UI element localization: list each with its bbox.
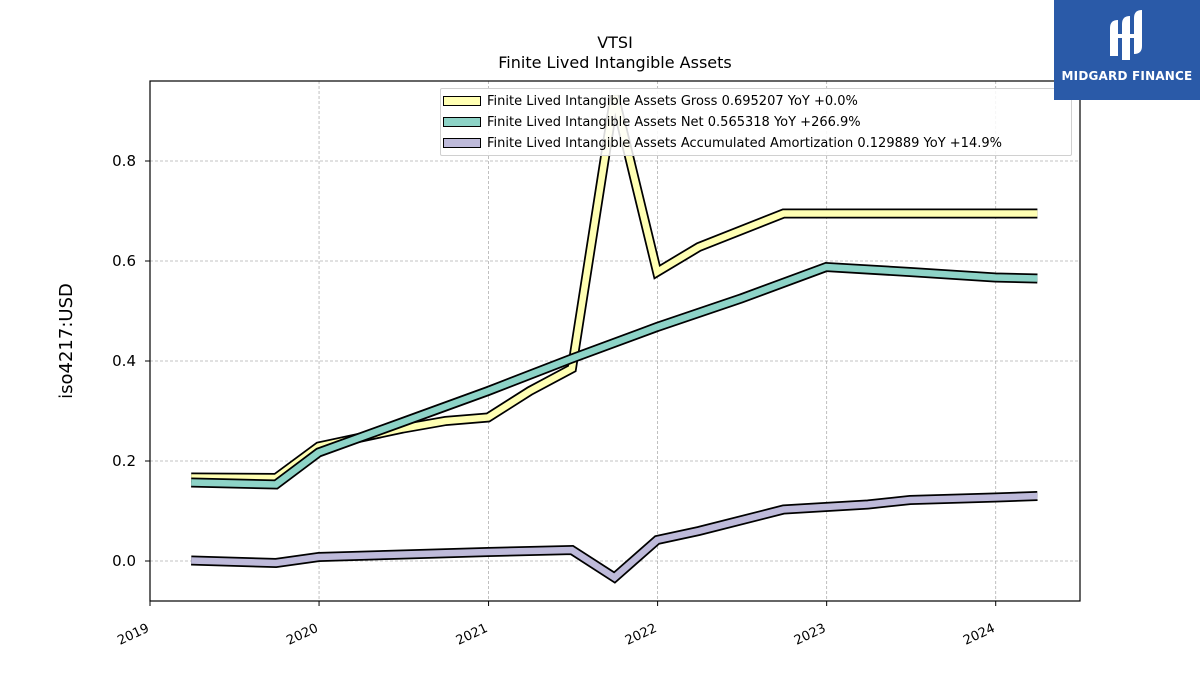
- x-tick-label: 2022: [623, 621, 659, 649]
- y-tick-label: 0.6: [112, 252, 136, 270]
- axis-ticks: 0.0 0.2 0.4 0.6 0.8 2019 2020 2021 2022 2023 2024: [112, 152, 997, 649]
- x-tick-label: 2021: [454, 621, 490, 649]
- legend-item-amortization: Finite Lived Intangible Assets Accumulat…: [441, 133, 1002, 153]
- legend-swatch-net: [443, 117, 481, 127]
- legend-label-net: Finite Lived Intangible Assets Net 0.565…: [487, 114, 861, 130]
- chart-subtitle: Finite Lived Intangible Assets: [498, 53, 731, 72]
- series-layer: [191, 94, 1038, 584]
- y-tick-label: 0.0: [112, 552, 136, 570]
- legend-swatch-gross: [443, 96, 481, 106]
- x-tick-label: 2020: [284, 621, 320, 649]
- logo-mark-icon: [1110, 10, 1142, 60]
- x-tick-label: 2024: [961, 621, 997, 649]
- brand-name: MIDGARD FINANCE: [1061, 69, 1193, 83]
- legend: Finite Lived Intangible Assets Gross 0.6…: [440, 88, 1072, 156]
- series-line-2: [191, 492, 1038, 582]
- legend-label-gross: Finite Lived Intangible Assets Gross 0.6…: [487, 93, 858, 109]
- chart-title: VTSI: [597, 33, 633, 52]
- y-tick-label: 0.4: [112, 352, 136, 370]
- x-tick-label: 2019: [115, 621, 151, 649]
- legend-item-net: Finite Lived Intangible Assets Net 0.565…: [441, 112, 861, 132]
- series-outline-2: [191, 491, 1038, 584]
- series-line-1: [191, 263, 1038, 488]
- y-tick-label: 0.2: [112, 452, 136, 470]
- plot-frame: [149, 80, 1081, 602]
- y-tick-label: 0.8: [112, 152, 136, 170]
- legend-swatch-amortization: [443, 138, 481, 148]
- legend-item-gross: Finite Lived Intangible Assets Gross 0.6…: [441, 91, 858, 111]
- y-axis-label: iso4217:USD: [56, 283, 77, 399]
- brand-logo: MIDGARD FINANCE: [1054, 0, 1200, 100]
- legend-label-amortization: Finite Lived Intangible Assets Accumulat…: [487, 135, 1002, 151]
- x-tick-label: 2023: [792, 621, 828, 649]
